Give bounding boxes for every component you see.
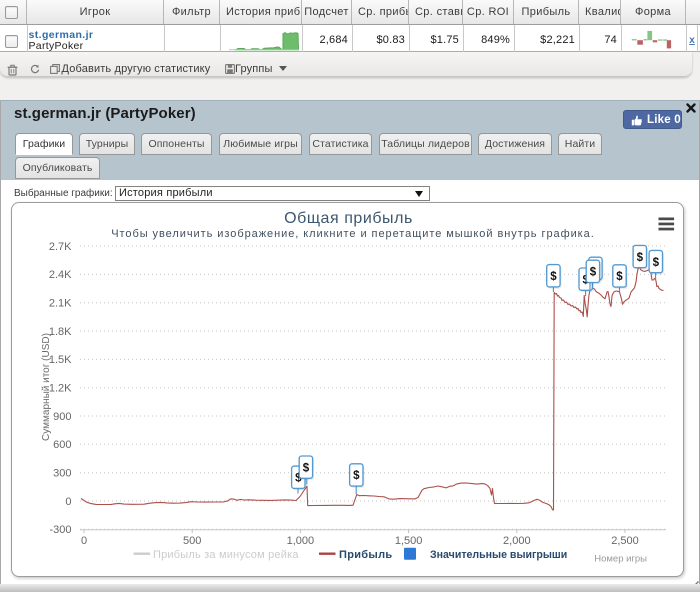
svg-text:$: $ bbox=[295, 472, 302, 484]
svg-text:0: 0 bbox=[81, 535, 87, 547]
svg-text:$: $ bbox=[616, 271, 623, 283]
svg-text:1,000: 1,000 bbox=[287, 535, 315, 547]
svg-text:2,500: 2,500 bbox=[611, 535, 639, 547]
svg-text:1,500: 1,500 bbox=[395, 535, 423, 547]
svg-text:300: 300 bbox=[53, 468, 71, 480]
svg-text:$: $ bbox=[303, 462, 310, 474]
svg-text:Значительные выигрыши: Значительные выигрыши bbox=[430, 549, 567, 561]
svg-text:$: $ bbox=[590, 267, 597, 279]
svg-text:500: 500 bbox=[183, 535, 201, 547]
svg-text:2.7K: 2.7K bbox=[49, 241, 72, 253]
svg-text:900: 900 bbox=[53, 411, 71, 423]
svg-text:2.1K: 2.1K bbox=[49, 298, 72, 310]
svg-text:600: 600 bbox=[53, 439, 71, 451]
svg-text:2.4K: 2.4K bbox=[49, 269, 72, 281]
svg-text:1.8K: 1.8K bbox=[49, 326, 72, 338]
svg-text:Суммарный итог (USD): Суммарный итог (USD) bbox=[41, 333, 52, 441]
svg-text:Прибыль за минусом рейка: Прибыль за минусом рейка bbox=[153, 549, 299, 561]
svg-text:$: $ bbox=[550, 271, 557, 283]
svg-text:Общая прибыль: Общая прибыль bbox=[284, 210, 413, 227]
svg-text:2,000: 2,000 bbox=[503, 535, 531, 547]
svg-text:$: $ bbox=[353, 470, 360, 482]
svg-text:Номер игры: Номер игры bbox=[594, 554, 647, 565]
svg-text:$: $ bbox=[653, 257, 660, 269]
svg-text:Чтобы увеличить изображение, к: Чтобы увеличить изображение, кликните и … bbox=[111, 228, 595, 240]
svg-text:Прибыль: Прибыль bbox=[339, 549, 392, 561]
svg-text:-300: -300 bbox=[49, 524, 71, 536]
svg-text:1.5K: 1.5K bbox=[49, 354, 72, 366]
svg-text:$: $ bbox=[637, 252, 644, 264]
svg-text:0: 0 bbox=[65, 496, 71, 508]
svg-text:1.2K: 1.2K bbox=[49, 383, 72, 395]
